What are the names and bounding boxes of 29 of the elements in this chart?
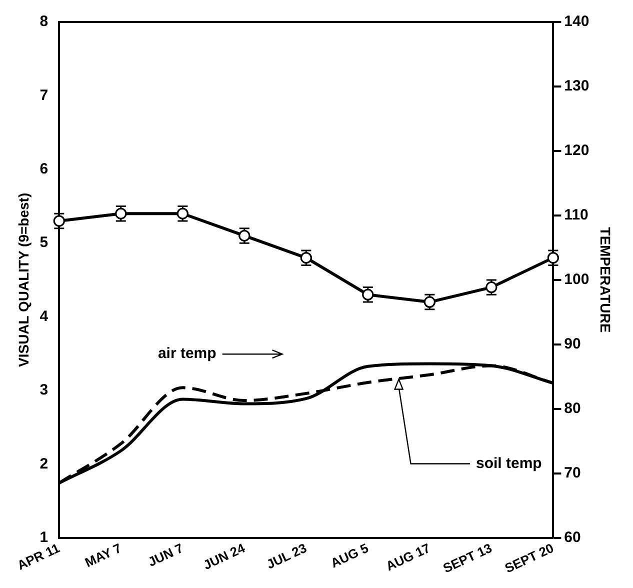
y2-tick-label: 90 <box>564 336 581 353</box>
y-tick-label: 2 <box>40 455 48 472</box>
x-tick-label: AUG 17 <box>384 540 432 574</box>
y-tick-label: 5 <box>40 234 48 252</box>
y2-tick-label: 110 <box>564 206 588 224</box>
y2-tick-label: 80 <box>564 400 581 418</box>
x-tick-label: SEPT 13 <box>440 540 494 576</box>
x-tick-label: JUN 24 <box>200 540 248 573</box>
y2-tick-label: 140 <box>564 13 590 30</box>
x-tick-label: SEPT 20 <box>502 540 556 576</box>
x-tick-label: JUL 23 <box>264 540 309 572</box>
annotation: air temp <box>158 345 216 362</box>
y2-tick-label: 60 <box>564 529 581 546</box>
y-tick-label: 6 <box>40 160 48 178</box>
y-axis-title: VISUAL QUALITY (9=best) <box>15 192 32 367</box>
y2-axis-title: TEMPERATURE <box>598 227 614 333</box>
y2-tick-label: 70 <box>564 464 581 482</box>
y-tick-label: 7 <box>40 86 48 104</box>
y-tick-label: 4 <box>40 308 49 325</box>
y-tick-label: 8 <box>40 13 48 30</box>
x-tick-label: AUG 5 <box>328 540 371 571</box>
annotation: soil temp <box>476 454 542 472</box>
y-tick-label: 3 <box>40 382 48 399</box>
y-tick-label: 1 <box>40 529 48 546</box>
x-tick-label: MAY 7 <box>82 540 124 570</box>
y2-tick-label: 120 <box>564 142 590 160</box>
y2-tick-label: 130 <box>564 78 590 95</box>
x-tick-label: JUN 7 <box>146 540 186 570</box>
y2-tick-label: 100 <box>564 271 590 288</box>
